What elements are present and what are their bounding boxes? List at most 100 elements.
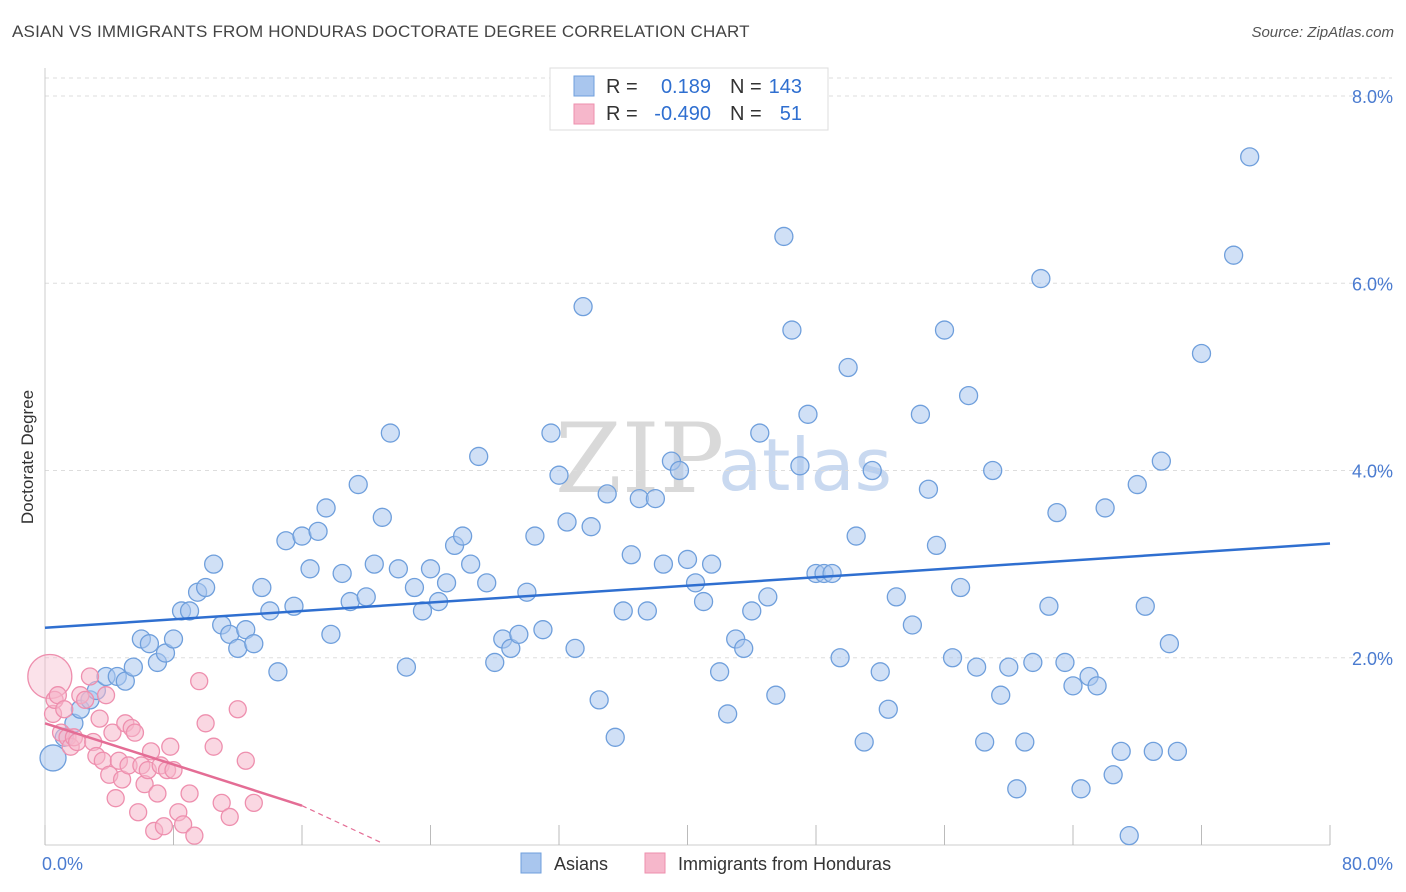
asians-point <box>854 732 874 752</box>
asians-point <box>822 563 842 584</box>
asians-point <box>565 638 585 659</box>
asians-point <box>1047 502 1067 523</box>
honduras-point <box>90 709 109 728</box>
asians-point <box>613 601 633 621</box>
asians-point <box>477 573 497 593</box>
honduras-point <box>185 826 204 845</box>
honduras-point <box>80 667 100 686</box>
asians-point <box>396 657 417 677</box>
honduras-point <box>154 817 174 836</box>
y-tick-label: 4.0% <box>1352 462 1393 482</box>
honduras-point <box>180 784 199 803</box>
chart-title: ASIAN VS IMMIGRANTS FROM HONDURAS DOCTOR… <box>12 22 750 41</box>
asians-point <box>204 554 224 574</box>
honduras-point <box>220 807 239 827</box>
asians-point <box>677 549 698 570</box>
asians-point <box>436 573 457 593</box>
asians-point <box>372 507 392 527</box>
asians-point <box>918 479 939 499</box>
asians-point <box>573 297 593 317</box>
honduras-point <box>103 723 122 742</box>
asians-trend-line <box>44 542 1331 630</box>
asians-point <box>742 601 762 621</box>
asians-point <box>991 685 1011 705</box>
asians-point <box>244 634 264 654</box>
legend-bottom-swatch-honduras <box>644 852 666 874</box>
asians-point <box>1055 652 1075 673</box>
asians-point <box>356 587 376 607</box>
asians-point <box>195 577 216 598</box>
legend-top: R = 0.189 N = 143 R = -0.490 N = 51 <box>549 67 829 131</box>
asians-point <box>758 587 778 607</box>
legend-n-label-2: N = <box>730 103 762 125</box>
asians-point <box>1191 343 1212 364</box>
asians-point <box>774 226 794 247</box>
asians-point <box>1007 779 1027 799</box>
honduras-point <box>148 784 167 803</box>
asians-point <box>669 460 690 481</box>
asians-point <box>693 591 714 612</box>
y-axis-label: Doctorate Degree <box>18 390 37 524</box>
honduras-point <box>76 690 95 710</box>
asians-point <box>950 577 971 598</box>
asians-point <box>902 615 923 635</box>
asians-point <box>388 559 409 579</box>
asians-points <box>39 147 1260 846</box>
asians-point <box>934 320 955 340</box>
legend-bottom-label-asians: Asians <box>554 854 608 874</box>
asians-point <box>1071 779 1091 799</box>
asians-point <box>629 488 649 509</box>
asians-point <box>268 662 288 682</box>
asians-point <box>1111 741 1131 762</box>
asians-point <box>461 554 481 574</box>
asians-point <box>509 624 529 644</box>
asians-point <box>766 685 786 705</box>
asians-point <box>139 634 160 654</box>
honduras-point <box>204 737 223 756</box>
asians-point <box>228 638 248 659</box>
honduras-point <box>125 723 145 742</box>
asians-point <box>798 404 818 424</box>
asians-point <box>926 535 947 556</box>
asians-point <box>830 648 850 668</box>
legend-r-value-2: -0.490 <box>654 103 711 125</box>
asians-point <box>1135 596 1155 616</box>
asians-point <box>886 587 906 607</box>
trend-lines <box>44 542 1331 844</box>
asians-point <box>557 512 577 532</box>
asians-point <box>790 456 810 476</box>
asians-point <box>332 563 352 584</box>
asians-point <box>1087 676 1107 696</box>
asians-point <box>870 662 890 682</box>
asians-point <box>1240 147 1260 167</box>
honduras-point <box>161 737 180 756</box>
asians-point <box>469 446 489 467</box>
honduras-point <box>236 751 255 770</box>
asians-point <box>364 554 384 574</box>
asians-point <box>276 531 296 551</box>
asians-point <box>975 732 995 752</box>
asians-point <box>300 559 320 579</box>
honduras-point <box>196 714 215 733</box>
asians-point <box>252 577 272 598</box>
y-tick-label: 8.0% <box>1352 87 1393 107</box>
asians-point <box>517 582 537 602</box>
asians-point <box>179 601 200 621</box>
legend-r-label-1: R = <box>606 76 638 98</box>
legend-swatch-honduras <box>573 103 595 125</box>
honduras-point <box>129 803 148 822</box>
asians-point <box>862 460 882 481</box>
source-credit: Source: ZipAtlas.com <box>1251 24 1394 41</box>
asians-point <box>549 465 569 485</box>
asians-point <box>605 727 625 747</box>
asians-point <box>485 652 505 673</box>
asians-point <box>942 648 963 668</box>
asians-point <box>1023 652 1043 673</box>
honduras-point <box>212 793 231 813</box>
asians-point <box>541 423 561 443</box>
asians-point <box>348 474 368 495</box>
asians-point <box>589 690 609 710</box>
asians-point <box>846 526 866 546</box>
asians-point <box>878 699 898 719</box>
